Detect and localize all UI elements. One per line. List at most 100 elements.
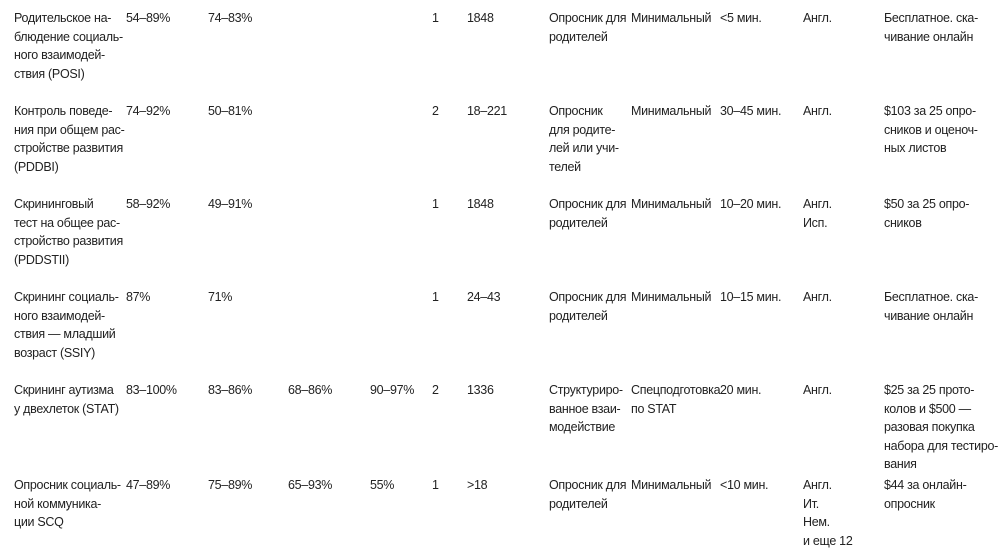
- table-cell: 10–20 мин.: [720, 195, 781, 214]
- table-cell: 49–91%: [208, 195, 252, 214]
- cell-line: 83–86%: [208, 383, 253, 397]
- table-cell: Скрининговый тест на общее рас-стройство …: [14, 195, 123, 269]
- cell-line: 65–93%: [288, 478, 333, 492]
- cell-line: 47–89%: [126, 478, 171, 492]
- cell-line: 18–221: [467, 104, 507, 118]
- cell-line: Англ.: [803, 383, 832, 397]
- cell-line: Опросник для: [549, 478, 627, 492]
- cell-line: Спецподготовка: [631, 383, 721, 397]
- table-cell: 1336: [467, 381, 494, 400]
- cell-line: 2: [432, 104, 439, 118]
- table-cell: Родительское на-блюдение социаль-ного вз…: [14, 9, 123, 83]
- table-cell: 2: [432, 102, 439, 121]
- cell-line: ствия — младший: [14, 327, 116, 341]
- cell-line: Опросник: [549, 104, 603, 118]
- cell-line: Бесплатное. ска-: [884, 11, 978, 25]
- cell-line: Англ.: [803, 478, 832, 492]
- cell-line: Структуриро-: [549, 383, 623, 397]
- table-cell: Англ. Ит. Нем. и еще 12: [803, 476, 853, 550]
- table-cell: Бесплатное. ска-чивание онлайн: [884, 288, 978, 325]
- table-cell: 30–45 мин.: [720, 102, 781, 121]
- table-cell: Опросник социаль-ной коммуника-ции SCQ: [14, 476, 121, 532]
- cell-line: ния при общем рас-: [14, 122, 125, 137]
- cell-line: Англ.: [803, 290, 832, 304]
- cell-line: чивание онлайн: [884, 29, 974, 44]
- table-cell: $25 за 25 прото-колов и $500 — разовая по…: [884, 381, 998, 474]
- table-cell: 1: [432, 9, 439, 28]
- cell-line: 1: [432, 11, 439, 25]
- cell-line: ции SCQ: [14, 515, 64, 529]
- table-cell: Англ.: [803, 9, 832, 28]
- cell-line: по STAT: [631, 401, 677, 416]
- cell-line: ствия (POSI): [14, 66, 85, 81]
- cell-line: модействие: [549, 420, 616, 434]
- cell-line: у двехлеток (STAT): [14, 401, 119, 416]
- table-cell: 68–86%: [288, 381, 332, 400]
- cell-line: $50 за 25 опро-: [884, 197, 970, 211]
- cell-line: Скрининговый: [14, 197, 94, 211]
- table-cell: Скрининг аутизма у двехлеток (STAT): [14, 381, 119, 418]
- cell-line: Скрининг социаль-: [14, 290, 119, 304]
- cell-line: $44 за онлайн-: [884, 478, 967, 492]
- table-cell: 58–92%: [126, 195, 170, 214]
- cell-line: Нем.: [803, 515, 830, 529]
- table-cell: Минимальный: [631, 476, 712, 495]
- cell-line: 1: [432, 197, 439, 211]
- table-cell: 71%: [208, 288, 232, 307]
- cell-line: 1: [432, 478, 439, 492]
- cell-line: возраст (SSIY): [14, 345, 96, 360]
- table-cell: 90–97%: [370, 381, 414, 400]
- cell-line: 1336: [467, 383, 494, 397]
- table-cell: Англ.: [803, 102, 832, 121]
- table-cell: 87%: [126, 288, 150, 307]
- cell-line: 50–81%: [208, 104, 253, 118]
- table-cell: Англ.: [803, 381, 832, 400]
- cell-line: родителей: [549, 215, 608, 230]
- cell-line: (PDDBI): [14, 159, 59, 174]
- cell-line: 75–89%: [208, 478, 253, 492]
- table-cell: Англ.: [803, 288, 832, 307]
- cell-line: ного взаимодей-: [14, 308, 105, 323]
- cell-line: Минимальный: [631, 290, 712, 304]
- cell-line: 10–15 мин.: [720, 290, 782, 304]
- cell-line: 49–91%: [208, 197, 253, 211]
- table-cell: >18: [467, 476, 488, 495]
- table-cell: 20 мин.: [720, 381, 762, 400]
- cell-line: для родите-: [549, 122, 616, 137]
- cell-line: Опросник для: [549, 11, 627, 25]
- table-cell: 74–83%: [208, 9, 252, 28]
- cell-line: сников и оценоч-: [884, 122, 978, 137]
- cell-line: 58–92%: [126, 197, 171, 211]
- table-cell: 10–15 мин.: [720, 288, 781, 307]
- table-cell: Минимальный: [631, 288, 712, 307]
- cell-line: Опросник для: [549, 197, 627, 211]
- cell-line: $25 за 25 прото-: [884, 383, 975, 397]
- table-cell: 1: [432, 195, 439, 214]
- cell-line: разовая покупка: [884, 420, 975, 434]
- cell-line: Минимальный: [631, 197, 712, 211]
- table-cell: Минимальный: [631, 9, 712, 28]
- table-cell: Бесплатное. ска-чивание онлайн: [884, 9, 978, 46]
- cell-line: 74–92%: [126, 104, 171, 118]
- cell-line: ных листов: [884, 141, 947, 155]
- table-cell: Опросник для родите-лей или учи-телей: [549, 102, 619, 176]
- cell-line: 74–83%: [208, 11, 253, 25]
- table-cell: Опросник для родителей: [549, 195, 627, 232]
- cell-line: Исп.: [803, 215, 828, 230]
- cell-line: 1: [432, 290, 439, 304]
- table-cell: 75–89%: [208, 476, 252, 495]
- cell-line: 83–100%: [126, 383, 177, 397]
- cell-line: Опросник социаль-: [14, 478, 121, 492]
- cell-line: тест на общее рас-: [14, 215, 120, 230]
- cell-line: телей: [549, 159, 581, 174]
- table-cell: 1848: [467, 195, 494, 214]
- table-cell: Структуриро-ванное взаи-модействие: [549, 381, 623, 437]
- cell-line: Родительское на-: [14, 11, 112, 25]
- cell-line: 55%: [370, 478, 395, 492]
- table-cell: Опросник для родителей: [549, 476, 627, 513]
- table-cell: <5 мин.: [720, 9, 762, 28]
- table-cell: 65–93%: [288, 476, 332, 495]
- cell-line: опросник: [884, 496, 935, 511]
- table-cell: 50–81%: [208, 102, 252, 121]
